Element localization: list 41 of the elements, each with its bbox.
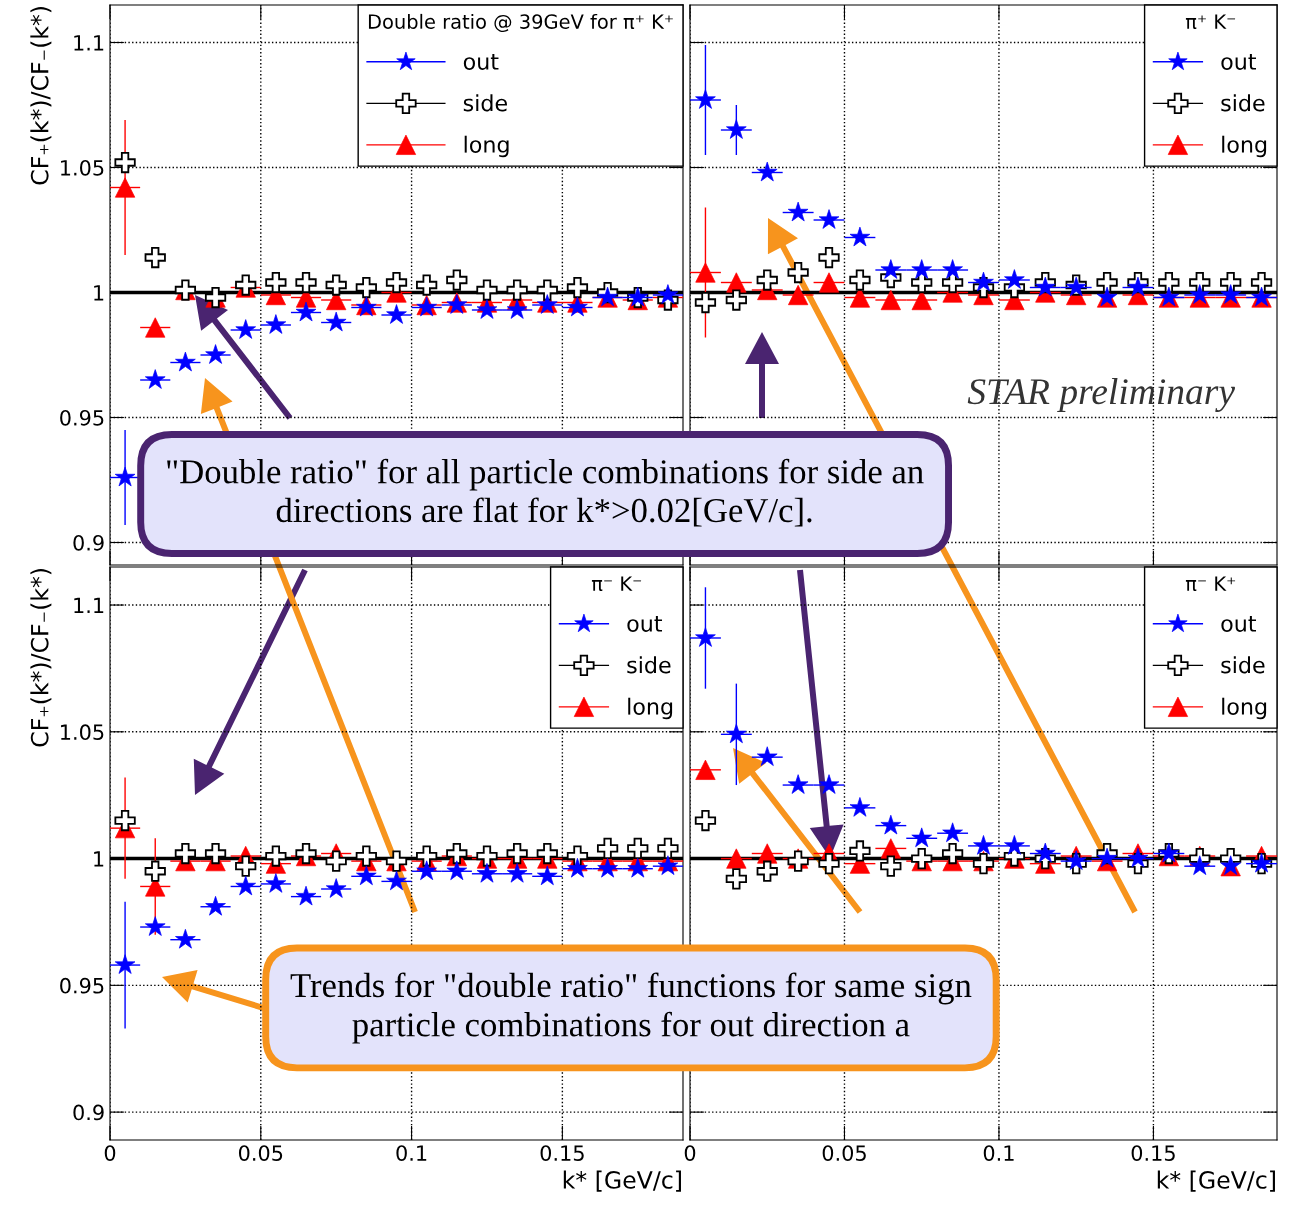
x-tick-label: 0.1 (396, 1145, 427, 1161)
annotation: STAR preliminary (967, 377, 1236, 413)
x-tick-label: 0.1 (983, 1145, 1014, 1161)
x-axis-title: k* [GeV/c] (563, 1170, 681, 1192)
y-tick-label: 1.05 (61, 159, 104, 176)
x-tick-label: 0.15 (1131, 1145, 1175, 1161)
legend-label: out (1221, 615, 1257, 632)
y-tick-label: 0.9 (73, 1104, 104, 1121)
y-axis-title: CF₊(k*)/CF₋(k*) (30, 569, 52, 747)
y-tick-label: 1 (94, 285, 104, 301)
legend-label: side (1221, 656, 1265, 674)
legend-label: side (463, 94, 507, 112)
legend-label: long (628, 697, 673, 720)
annotation: "Double ratio" for all particle combinations for side an directions are flat for k*>0.02[GeV/c]. (167, 458, 924, 527)
y-tick-label: 1.1 (74, 597, 104, 613)
y-tick-label: 0.9 (73, 534, 104, 551)
legend-label: long (464, 135, 509, 158)
x-tick-label: 0.15 (540, 1145, 584, 1161)
y-tick-label: 1.05 (61, 724, 104, 741)
legend-label: side (627, 656, 671, 674)
legend-label: long (1222, 697, 1267, 720)
x-tick-label: 0 (104, 1145, 116, 1161)
legend-title: Double ratio @ 39GeV for π⁺ K⁺ (368, 13, 673, 33)
y-tick-label: 1.1 (74, 35, 104, 51)
legend-label: out (627, 615, 663, 632)
legend-label: out (1221, 53, 1257, 70)
x-tick-label: 0.05 (238, 1145, 283, 1161)
y-axis-title: CF₊(k*)/CF₋(k*) (30, 7, 52, 185)
x-tick-label: 0 (684, 1145, 696, 1161)
y-tick-label: 1 (94, 851, 104, 867)
legend-label: long (1222, 135, 1267, 158)
legend-label: side (1221, 94, 1265, 112)
legend-label: out (463, 53, 499, 70)
legend-title: π⁻ K⁺ (1185, 576, 1236, 592)
y-tick-label: 0.95 (60, 409, 104, 426)
x-axis-title: k* [GeV/c] (1157, 1170, 1275, 1192)
y-tick-label: 0.95 (60, 977, 104, 994)
x-tick-label: 0.05 (822, 1145, 866, 1161)
legend-title: π⁺ K⁻ (1185, 14, 1236, 30)
annotation: Trends for "double ratio" functions for same sign particle combinations for out direction a (290, 972, 972, 1044)
legend-title: π⁻ K⁻ (591, 576, 642, 592)
